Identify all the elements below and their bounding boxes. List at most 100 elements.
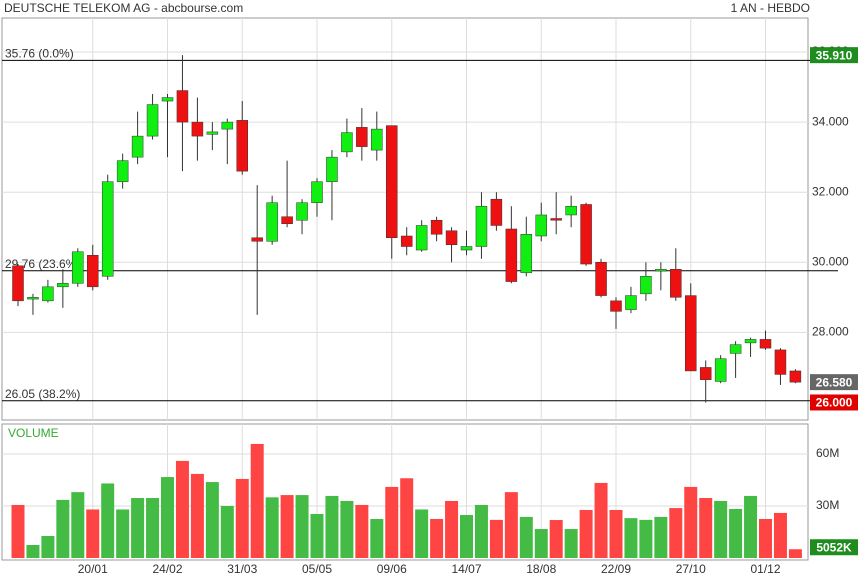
price-tag-label: 26.000 — [816, 396, 853, 410]
x-tick-label: 01/12 — [750, 562, 780, 576]
candle-body — [580, 204, 592, 265]
volume-bar — [773, 512, 787, 558]
volume-bar — [639, 519, 653, 558]
candle-body — [12, 265, 24, 302]
candle-body — [266, 202, 278, 242]
chart-title: DEUTSCHE TELEKOM AG - abcbourse.com — [4, 1, 243, 15]
volume-bar — [684, 486, 698, 558]
volume-bar — [624, 518, 638, 558]
candle-body — [296, 202, 308, 221]
x-tick-label: 05/05 — [302, 562, 332, 576]
volume-bar — [205, 482, 219, 558]
candle-body — [789, 370, 802, 383]
candle-body — [685, 295, 697, 372]
candle-body — [161, 97, 174, 102]
volume-bar — [325, 495, 339, 558]
candle-body — [72, 251, 84, 284]
candle-body — [699, 367, 712, 380]
y-tick-label: 60M — [816, 446, 839, 460]
volume-bar — [729, 508, 743, 558]
volume-bar — [56, 499, 70, 558]
candle-body — [670, 269, 682, 298]
volume-bar — [235, 478, 249, 558]
volume-bar — [609, 509, 623, 558]
volume-bar — [385, 486, 399, 558]
candle-body — [116, 160, 129, 182]
candle-body — [221, 121, 234, 130]
candle-body — [610, 300, 622, 312]
volume-bar — [146, 498, 160, 558]
price-tag-label: 35.910 — [816, 48, 853, 62]
candle-body — [326, 156, 338, 182]
candle-body — [341, 132, 353, 153]
volume-bar — [101, 483, 115, 558]
volume-bar — [355, 504, 369, 558]
candle-body — [729, 344, 742, 354]
volume-bar — [86, 509, 100, 558]
candle-body — [87, 255, 99, 288]
candle-body — [475, 205, 488, 247]
volume-bar — [190, 473, 204, 558]
candle-body — [236, 120, 248, 172]
y-tick-label: 32.000 — [812, 184, 849, 198]
volume-bar — [474, 504, 488, 558]
x-tick-label: 27/10 — [676, 562, 706, 576]
volume-bar — [295, 495, 309, 558]
volume-bar — [445, 500, 459, 558]
candle-body — [415, 225, 428, 251]
candle-body — [774, 349, 787, 375]
volume-tag — [810, 539, 858, 556]
x-tick-label: 20/01 — [78, 562, 108, 576]
volume-bar — [759, 518, 772, 558]
volume-bar — [534, 529, 548, 558]
candle-body — [640, 276, 652, 295]
candle-body — [176, 90, 189, 123]
volume-bar — [415, 509, 429, 558]
volume-bar — [116, 509, 130, 558]
volume-bar — [310, 513, 324, 558]
candle-body — [430, 219, 443, 235]
volume-bar — [220, 505, 234, 558]
x-tick-label: 24/02 — [152, 562, 182, 576]
price-tag-label: 26.580 — [816, 375, 853, 389]
x-tick-label: 18/08 — [526, 562, 556, 576]
price-tag — [810, 374, 858, 391]
volume-bar — [400, 478, 414, 558]
level-label: 35.76 (0.0%) — [5, 47, 74, 61]
candle-body — [655, 269, 667, 272]
candle-body — [565, 205, 577, 216]
candle-body — [714, 358, 727, 382]
candle-body — [42, 286, 54, 302]
candle-body — [146, 104, 159, 137]
volume-bar — [26, 544, 40, 558]
volume-bar — [430, 518, 444, 558]
volume-bar — [519, 516, 533, 558]
candle-body — [191, 121, 204, 137]
volume-bar — [714, 500, 728, 558]
candle-body — [57, 283, 69, 288]
chart-subtitle: 1 AN - HEBDO — [731, 1, 810, 15]
volume-tag-label: 5052K — [816, 540, 852, 554]
candle-body — [281, 216, 293, 224]
x-tick-label: 31/03 — [227, 562, 257, 576]
candle-body — [27, 297, 39, 300]
candle-body — [371, 128, 383, 151]
volume-panel — [1, 423, 809, 561]
y-tick-label: 28.000 — [812, 325, 849, 339]
volume-bar — [669, 508, 683, 558]
volume-bar — [161, 477, 174, 558]
volume-bar — [11, 504, 25, 558]
price-tag — [810, 47, 858, 64]
volume-title: VOLUME — [8, 426, 59, 440]
volume-bar — [280, 495, 294, 558]
y-tick-label: 34.000 — [812, 114, 849, 128]
volume-bar — [370, 518, 384, 558]
x-tick-label: 09/06 — [377, 562, 407, 576]
volume-bar — [504, 492, 518, 558]
volume-bar — [699, 498, 713, 558]
volume-bar — [340, 500, 354, 558]
volume-bar — [131, 498, 145, 558]
level-label: 29.76 (23.6%) — [5, 257, 80, 271]
candle-body — [445, 230, 458, 246]
